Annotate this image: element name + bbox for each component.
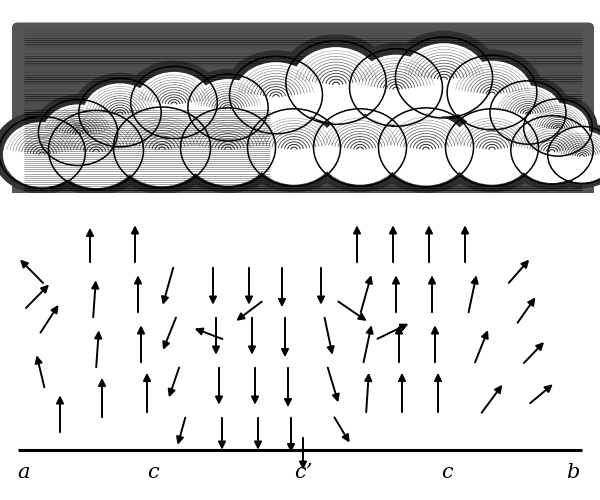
Text: a: a: [18, 464, 30, 482]
Circle shape: [384, 114, 468, 185]
Circle shape: [279, 35, 393, 130]
Circle shape: [253, 116, 335, 184]
Circle shape: [485, 76, 571, 148]
Circle shape: [372, 102, 480, 192]
Circle shape: [452, 62, 532, 128]
Text: b: b: [566, 464, 580, 482]
Circle shape: [223, 51, 329, 139]
Text: c: c: [147, 464, 159, 482]
Circle shape: [505, 111, 599, 189]
Circle shape: [182, 70, 274, 146]
FancyBboxPatch shape: [12, 22, 594, 198]
Circle shape: [193, 80, 263, 139]
Circle shape: [355, 56, 437, 124]
Text: c: c: [441, 464, 453, 482]
Circle shape: [33, 95, 123, 170]
Circle shape: [319, 116, 401, 184]
Circle shape: [136, 72, 212, 136]
Circle shape: [42, 105, 150, 195]
Circle shape: [515, 122, 589, 182]
Circle shape: [551, 132, 600, 182]
Circle shape: [441, 50, 543, 135]
Circle shape: [519, 95, 597, 160]
Circle shape: [174, 102, 282, 192]
Circle shape: [235, 63, 317, 132]
Circle shape: [401, 44, 487, 116]
Circle shape: [451, 116, 533, 184]
Circle shape: [43, 105, 113, 164]
Circle shape: [494, 86, 562, 142]
Text: c’: c’: [294, 464, 312, 482]
Circle shape: [119, 114, 205, 186]
Circle shape: [241, 104, 347, 192]
Circle shape: [343, 44, 449, 132]
Circle shape: [83, 84, 157, 145]
Circle shape: [0, 112, 91, 194]
Circle shape: [54, 117, 138, 188]
Circle shape: [389, 32, 499, 124]
Circle shape: [125, 62, 223, 144]
Circle shape: [4, 122, 80, 186]
Circle shape: [186, 114, 270, 185]
Circle shape: [73, 74, 167, 152]
Circle shape: [527, 104, 589, 154]
Circle shape: [107, 102, 217, 194]
Bar: [0, 192, 600, 500]
Circle shape: [439, 104, 545, 192]
Circle shape: [307, 104, 413, 192]
Circle shape: [292, 48, 380, 122]
Circle shape: [543, 122, 600, 188]
